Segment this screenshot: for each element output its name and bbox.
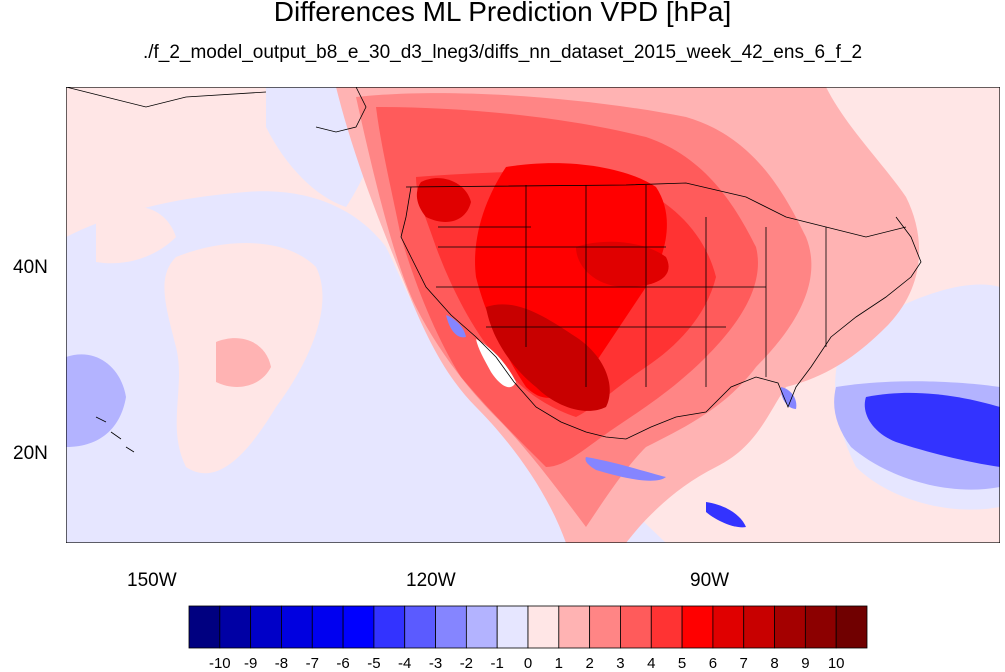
colorbar-swatch [558, 605, 591, 649]
continent-dark-red [486, 304, 610, 411]
colorbar-swatch [281, 605, 313, 649]
vpd-difference-map [66, 87, 1000, 543]
colorbar-tick-label: -2 [459, 655, 474, 672]
colorbar-swatch [835, 605, 868, 649]
colorbar-swatch [188, 605, 221, 649]
colorbar-swatch [589, 605, 621, 649]
colorbar-tick-label: -5 [367, 655, 381, 672]
colorbar-swatch [650, 605, 683, 649]
atlantic-strong-blue [864, 392, 1000, 467]
colorbar-swatch [250, 605, 282, 649]
colorbar-tick-label: 2 [585, 655, 594, 672]
colorbar-swatch [527, 605, 560, 649]
colorbar-tick-label: 6 [708, 655, 718, 672]
colorbar-tick-label: 9 [801, 655, 810, 672]
colorbar-swatch [219, 605, 252, 649]
colorbar-swatch [681, 605, 714, 649]
colorbar-swatch [620, 605, 652, 649]
colorbar-swatch [342, 605, 375, 649]
colorbar-tick-label: -7 [305, 655, 319, 672]
colorbar-swatch [712, 605, 745, 649]
florida-blue-patch [780, 387, 797, 409]
central-america-blue-patch [585, 457, 666, 481]
lat-label-20n: 20N [13, 443, 48, 464]
colorbar-tick-label: 5 [677, 655, 687, 672]
colorbar-tick-label: 1 [554, 655, 563, 672]
colorbar-swatch [373, 605, 406, 649]
colorbar [188, 605, 868, 649]
colorbar-tick-label: 7 [739, 655, 748, 672]
colorbar-tick-label: 8 [770, 655, 779, 672]
lon-label-90w: 90W [690, 570, 730, 591]
coastline-and-border-lines [66, 87, 922, 453]
colorbar-tick-label: -1 [490, 655, 504, 672]
colorbar-swatch [404, 605, 436, 649]
lon-label-150w: 150W [127, 570, 177, 591]
colorbar-tick-label: -10 [208, 655, 231, 672]
colorbar-swatch [496, 605, 529, 649]
colorbar-tick-label: 10 [827, 655, 845, 672]
colorbar-tick-label: -9 [243, 655, 258, 672]
pacific-red-patch [216, 338, 271, 387]
map-title: Differences ML Prediction VPD [hPa] [273, 0, 732, 27]
pacific-pink-patch-2 [96, 206, 176, 264]
lon-label-120w: 120W [406, 570, 456, 591]
west-pacific-blue-patch [66, 354, 126, 447]
colorbar-tick-label: -4 [398, 655, 412, 672]
map-panel [66, 87, 1000, 543]
california-blue-patch [446, 315, 466, 338]
colorbar-tick-label: 0 [523, 655, 533, 672]
central-america-blue-patch-2 [706, 502, 746, 528]
colorbar-tick-label: 4 [647, 655, 656, 672]
colorbar-tick-label: -8 [274, 655, 289, 672]
lat-label-40n: 40N [13, 257, 48, 278]
colorbar-swatch [311, 605, 344, 649]
pacific-northwest-red [416, 178, 471, 222]
colorbar-tick-label: -3 [428, 655, 443, 672]
colorbar-swatch [743, 605, 775, 649]
continent-dark-red-2 [576, 241, 669, 287]
colorbar-tick-label: 3 [616, 655, 625, 672]
colorbar-swatch [435, 605, 467, 649]
colorbar-tick-label: -6 [336, 655, 350, 672]
colorbar-swatch [774, 605, 806, 649]
map-subtitle: ./f_2_model_output_b8_e_30_d3_lneg3/diff… [142, 42, 863, 63]
colorbar-swatch [804, 605, 837, 649]
baja-white-patch [476, 339, 516, 388]
colorbar-swatch [465, 605, 498, 649]
